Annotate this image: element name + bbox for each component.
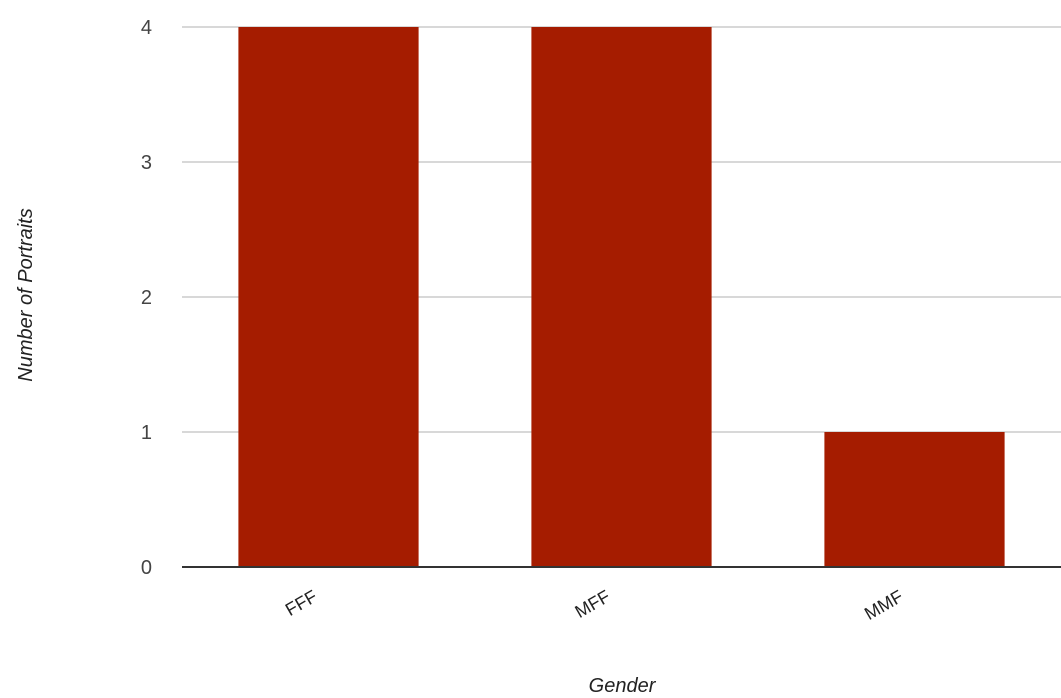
bars [238,27,1005,567]
y-tick-label: 3 [141,152,152,174]
y-tick-label: 0 [141,557,152,579]
x-tick-label: MFF [571,586,613,622]
y-tick-label: 1 [141,422,152,444]
y-tick-label: 2 [141,287,152,309]
y-tick-labels: 0 1 2 3 4 [141,17,152,579]
x-tick-label: FFF [282,586,321,620]
bar-mmf [824,432,1005,567]
y-tick-label: 4 [141,17,152,39]
x-tick-labels: FFF MFF MMF [282,586,907,624]
bar-fff [238,27,419,567]
bar-mff [531,27,712,567]
x-tick-label: MMF [861,586,906,624]
y-axis-title: Number of Portraits [15,208,37,381]
x-axis-title: Gender [589,675,657,697]
